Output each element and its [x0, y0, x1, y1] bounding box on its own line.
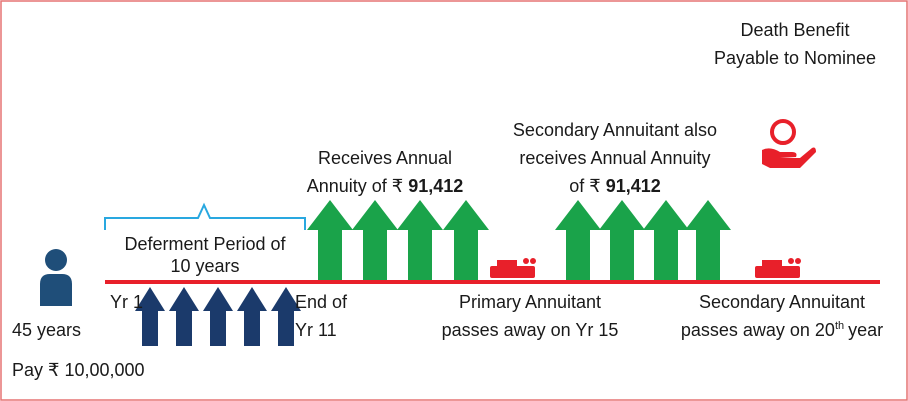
text: year — [848, 320, 883, 340]
person-age: 45 years — [12, 320, 81, 340]
superscript: th — [835, 320, 844, 332]
arrow — [397, 200, 443, 282]
deferment-line2: 10 years — [170, 256, 239, 276]
end-line1: End of — [295, 292, 348, 312]
arrow — [352, 200, 398, 282]
coffin-icon — [490, 258, 536, 278]
primary-death-line2: passes away on Yr 15 — [442, 320, 619, 340]
arrow — [307, 200, 353, 282]
text: passes away on 20 — [681, 320, 835, 340]
arrow — [271, 287, 301, 346]
primary-annuity-line1: Receives Annual — [318, 148, 452, 168]
secondary-annuity-line2: receives Annual Annuity — [519, 148, 710, 168]
death-benefit-line1: Death Benefit — [740, 20, 849, 40]
rupee-hand-icon — [762, 119, 816, 168]
annuity-amount: 91,412 — [606, 176, 661, 196]
arrow — [237, 287, 267, 346]
arrow — [169, 287, 199, 346]
coffin-icon — [755, 258, 801, 278]
annuity-prefix: Annuity of ₹ — [307, 176, 404, 196]
annuity-amount: 91,412 — [408, 176, 463, 196]
deferment-line1: Deferment Period of — [124, 234, 286, 254]
secondary-annuity-line3: of ₹ 91,412 — [569, 176, 661, 196]
person-icon — [40, 249, 72, 306]
end-line2: Yr 11 — [295, 320, 337, 340]
primary-annuity-line2: Annuity of ₹91,412 — [307, 176, 464, 196]
arrow — [443, 200, 489, 282]
annuity-prefix: of ₹ — [569, 176, 600, 196]
deferment-bracket — [104, 202, 306, 230]
arrow — [135, 287, 165, 346]
arrow — [555, 200, 601, 282]
arrow — [599, 200, 645, 282]
death-benefit-line2: Payable to Nominee — [714, 48, 876, 68]
arrow — [685, 200, 731, 282]
primary-death-line1: Primary Annuitant — [459, 292, 601, 312]
secondary-death-line2: passes away on 20th year — [681, 320, 883, 340]
secondary-death-line1: Secondary Annuitant — [699, 292, 865, 312]
start-year: Yr 1 — [110, 292, 143, 312]
arrow — [203, 287, 233, 346]
secondary-annuity-line1: Secondary Annuitant also — [513, 120, 717, 140]
person-payment: Pay ₹ 10,00,000 — [12, 360, 145, 380]
arrow — [643, 200, 689, 282]
shapes — [135, 200, 731, 346]
